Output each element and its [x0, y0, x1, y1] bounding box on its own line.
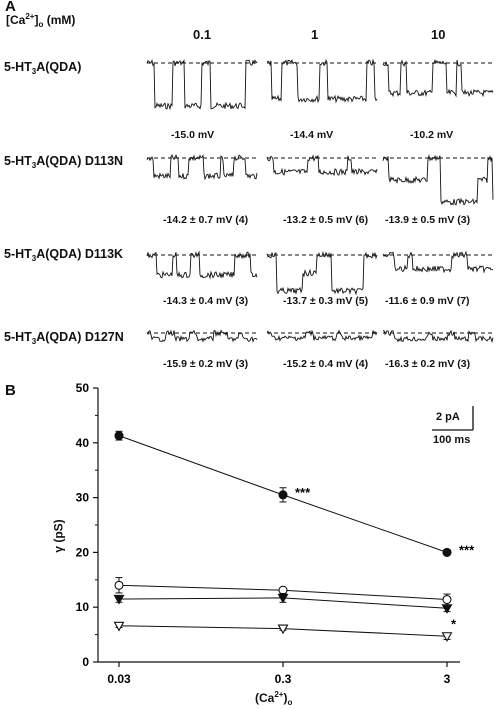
- xlabel-subscript: o: [287, 698, 293, 707]
- current-trace: [146, 250, 258, 280]
- data-point: [114, 431, 124, 441]
- y-tick-label: 50: [76, 381, 90, 395]
- voltage-r0-c1: -14.4 mV: [290, 129, 334, 141]
- label-prefix: 5-HT: [4, 154, 32, 168]
- x-axis-label: (Ca2+)o: [255, 690, 292, 707]
- scale-bar-current-label: 2 pA: [436, 411, 460, 423]
- series-filled-down-triangle: *: [113, 593, 457, 631]
- voltage-r3-c1: -15.2 ± 0.4 mV (4): [283, 358, 369, 370]
- current-trace: [266, 329, 378, 342]
- concentration-label-1: 1: [311, 27, 319, 42]
- xlabel-paren: ): [283, 691, 288, 705]
- label-suffix: A(QDA) D113K: [36, 247, 124, 261]
- label-subscript: 3: [31, 254, 37, 263]
- voltage-r2-c0: -14.3 ± 0.4 mV (3): [163, 295, 249, 307]
- voltage-r3-c0: -15.9 ± 0.2 mV (3): [163, 358, 249, 370]
- significance-annotation: *: [451, 616, 457, 631]
- series-filled-circle: *** ***: [114, 430, 475, 557]
- current-trace: [266, 58, 378, 104]
- data-point: [278, 490, 288, 500]
- label-subscript: 3: [31, 67, 37, 76]
- y-tick-label: 40: [76, 436, 90, 450]
- current-trace: [382, 250, 494, 274]
- construct-label-row-1: 5-HT3A(QDA) D113N: [4, 154, 123, 170]
- series-open-circle: [114, 577, 452, 606]
- panel-a-letter: A: [5, 0, 16, 15]
- construct-label-row-2: 5-HT3A(QDA) D113K: [4, 247, 123, 263]
- data-point: [277, 624, 289, 635]
- header-bracket: ]: [34, 13, 39, 27]
- label-subscript: 3: [31, 337, 37, 346]
- current-trace: [266, 154, 378, 177]
- current-trace: [382, 154, 494, 206]
- y-tick-label: 0: [82, 655, 89, 669]
- label-suffix: A(QDA): [36, 60, 82, 74]
- voltage-r2-c2: -11.6 ± 0.9 mV (7): [385, 295, 470, 307]
- header-superscript: 2+: [25, 12, 35, 21]
- x-tick-label: 0.3: [275, 672, 292, 686]
- x-tick-label: 3: [444, 672, 451, 686]
- label-prefix: 5-HT: [4, 60, 32, 74]
- data-point: [441, 604, 453, 614]
- header-text: [Ca: [6, 13, 26, 27]
- label-prefix: 5-HT: [4, 330, 32, 344]
- data-point: [113, 621, 125, 632]
- xlabel-superscript: 2+: [274, 690, 284, 699]
- scale-bar: [432, 406, 474, 431]
- header-unit: (mM): [43, 13, 76, 27]
- construct-label-row-3: 5-HT3A(QDA) D127N: [4, 330, 124, 346]
- current-trace: [382, 59, 494, 98]
- concentration-label-2: 10: [431, 27, 446, 42]
- label-suffix: A(QDA) D127N: [36, 330, 124, 344]
- voltage-r3-c2: -16.3 ± 0.2 mV (3): [385, 358, 471, 370]
- current-trace: [146, 58, 258, 111]
- current-trace: [146, 153, 258, 181]
- significance-annotation: ***: [295, 485, 311, 500]
- series-open-down-triangle: [113, 621, 453, 642]
- data-point: [442, 594, 452, 605]
- x-tick-label: 0.03: [107, 672, 131, 686]
- significance-annotation: ***: [459, 542, 475, 557]
- single-channel-traces: [146, 58, 494, 344]
- panel-b-letter: B: [5, 382, 16, 399]
- data-point: [277, 593, 289, 604]
- current-trace: [382, 329, 494, 344]
- concentration-label-0: 0.1: [193, 27, 212, 42]
- voltage-r1-c1: -13.2 ± 0.5 mV (6): [283, 214, 369, 226]
- label-suffix: A(QDA) D113N: [36, 154, 124, 168]
- header-subscript: o: [38, 20, 44, 29]
- voltage-r0-c0: -15.0 mV: [171, 129, 215, 141]
- data-point: [114, 580, 124, 590]
- y-tick-label: 20: [76, 545, 90, 559]
- y-tick-label: 10: [76, 600, 90, 614]
- label-subscript: 3: [31, 161, 37, 170]
- current-trace: [266, 250, 378, 296]
- data-point: [442, 547, 452, 557]
- y-tick-label: 30: [76, 491, 90, 505]
- voltage-r1-c0: -14.2 ± 0.7 mV (4): [163, 214, 249, 226]
- data-point: [441, 632, 453, 642]
- calcium-concentration-header: [Ca2+]o (mM): [6, 12, 75, 29]
- y-axis-label: γ (pS): [51, 519, 66, 553]
- voltage-r2-c1: -13.7 ± 0.3 mV (5): [283, 295, 369, 307]
- voltage-r1-c2: -13.9 ± 0.5 mV (3): [385, 214, 471, 226]
- data-point: [113, 594, 125, 605]
- xlabel-text: (Ca: [255, 691, 275, 705]
- scale-bar-time-label: 100 ms: [433, 434, 471, 446]
- label-prefix: 5-HT: [4, 247, 32, 261]
- current-trace: [146, 329, 258, 343]
- construct-label-row-0: 5-HT3A(QDA): [4, 60, 81, 76]
- voltage-r0-c2: -10.2 mV: [410, 129, 454, 141]
